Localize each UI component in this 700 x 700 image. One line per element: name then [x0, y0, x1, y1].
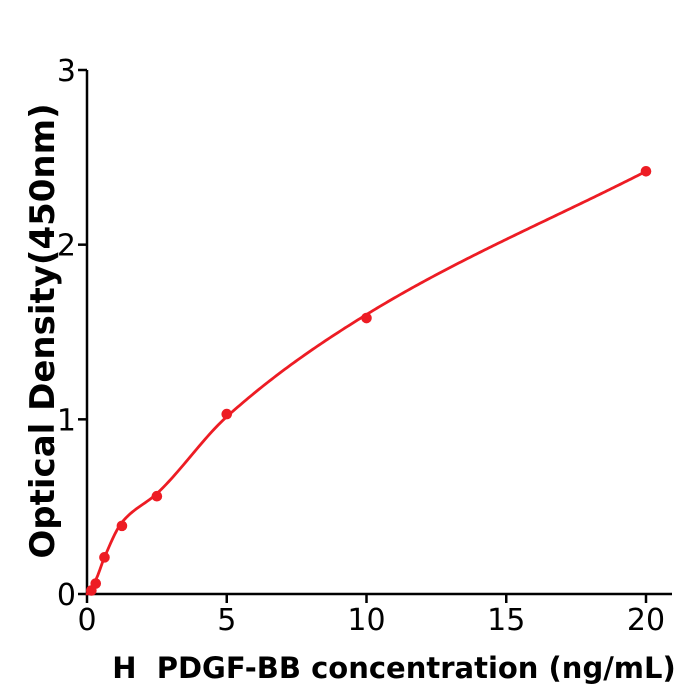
axes: 0 5 10 15 20 0 1 2 3: [57, 54, 672, 638]
x-axis-label: H PDGF-BB concentration (ng/mL): [112, 651, 676, 685]
y-tick-label: 1: [57, 403, 76, 438]
fit-curve: [85, 169, 648, 596]
data-point: [116, 520, 128, 532]
y-tick-label: 2: [57, 229, 76, 264]
x-tick-label: 20: [627, 603, 665, 638]
y-axis-label: Optical Density(450nm): [23, 103, 63, 558]
data-point: [640, 166, 652, 177]
x-tick-label: 5: [217, 603, 236, 638]
data-point: [151, 490, 163, 502]
x-tick-label: 0: [77, 603, 96, 638]
y-tick-label: 3: [57, 54, 76, 89]
data-point: [90, 578, 102, 589]
data-point: [99, 552, 110, 563]
data-point: [221, 408, 233, 420]
data-point: [361, 312, 372, 324]
x-tick-label: 10: [347, 603, 385, 638]
x-tick-label: 15: [487, 603, 525, 638]
data-points-group: [86, 166, 652, 596]
fit-curve-group: [85, 169, 648, 596]
y-tick-label: 0: [57, 578, 76, 613]
axis-spines: [85, 70, 672, 596]
